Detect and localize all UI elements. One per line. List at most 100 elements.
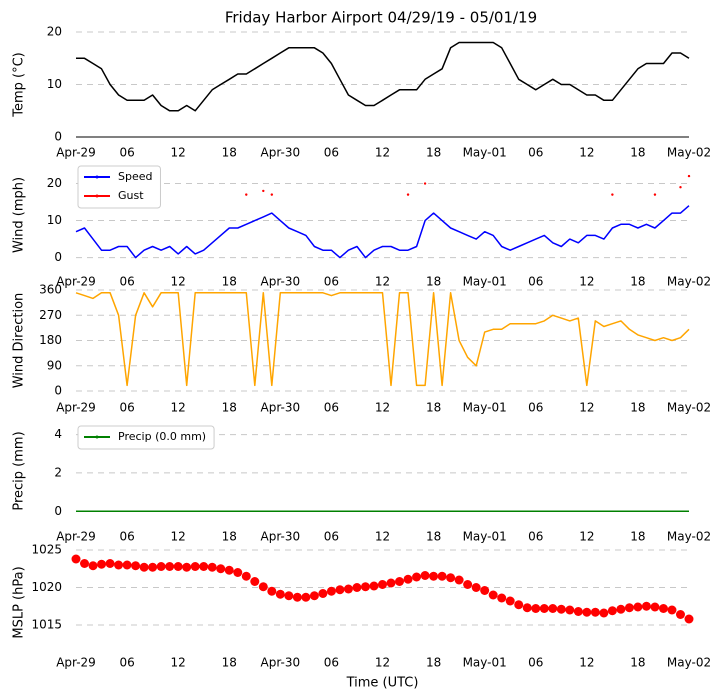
- data-point: [573, 607, 583, 616]
- data-point: [369, 581, 379, 591]
- data-line: [75, 205, 690, 259]
- data-point: [539, 604, 549, 613]
- y-tick-label: 360: [39, 283, 62, 297]
- y-axis-label: Temp (°C): [12, 52, 27, 118]
- x-tick-label: May-01: [463, 401, 507, 415]
- y-axis-label: Wind (mph): [12, 177, 27, 253]
- data-point: [607, 606, 617, 616]
- x-tick-label: 18: [426, 275, 441, 289]
- data-point: [270, 193, 274, 196]
- data-point: [250, 577, 260, 586]
- x-tick-label: 06: [324, 275, 339, 289]
- legend-marker: [95, 175, 99, 179]
- data-point: [309, 591, 319, 601]
- data-point: [258, 582, 268, 592]
- y-tick-label: 4: [54, 427, 62, 441]
- x-tick-label: 12: [375, 275, 390, 289]
- data-point: [687, 174, 691, 178]
- data-point: [233, 568, 243, 577]
- x-tick-label: May-01: [463, 530, 507, 544]
- y-tick-label: 0: [54, 384, 62, 398]
- data-point: [650, 602, 660, 612]
- data-point: [207, 562, 217, 572]
- data-point: [658, 604, 668, 613]
- x-tick-label: Apr-30: [261, 530, 301, 544]
- data-point: [386, 578, 396, 588]
- data-point: [548, 604, 558, 613]
- x-tick-label: 06: [119, 275, 134, 289]
- x-tick-label: 18: [630, 401, 645, 415]
- x-tick-label: 12: [171, 530, 186, 544]
- x-tick-label: 18: [222, 146, 237, 160]
- data-point: [71, 554, 81, 564]
- data-point: [114, 560, 124, 570]
- data-point: [318, 589, 328, 598]
- y-tick-label: 90: [47, 358, 62, 372]
- data-point: [420, 571, 430, 580]
- x-tick-label: 18: [426, 401, 441, 415]
- data-point: [284, 591, 294, 601]
- data-point: [437, 571, 447, 581]
- data-point: [641, 601, 651, 611]
- x-tick-label: May-02: [667, 530, 711, 544]
- x-tick-label: 18: [630, 656, 645, 670]
- data-point: [216, 564, 226, 574]
- x-tick-label: 06: [528, 656, 543, 670]
- data-point: [403, 574, 413, 584]
- data-point: [131, 561, 141, 571]
- data-point: [360, 582, 370, 592]
- data-point: [454, 575, 464, 585]
- data-point: [675, 610, 685, 619]
- data-point: [378, 580, 387, 589]
- data-point: [122, 560, 132, 570]
- x-tick-label: 06: [324, 401, 339, 415]
- x-tick-label: 12: [171, 146, 186, 160]
- data-point: [80, 559, 90, 568]
- x-tick-label: 12: [579, 530, 594, 544]
- data-point: [245, 193, 248, 196]
- legend: Speed Gust: [77, 165, 161, 209]
- data-point: [292, 592, 302, 602]
- x-tick-label: 06: [528, 275, 543, 289]
- x-tick-label: 06: [528, 530, 543, 544]
- x-tick-label: May-02: [667, 656, 711, 670]
- y-tick-label: 0: [54, 130, 62, 144]
- x-tick-label: 12: [579, 275, 594, 289]
- chart-title: Friday Harbor Airport 04/29/19 - 05/01/1…: [225, 9, 537, 27]
- x-tick-label: 18: [630, 275, 645, 289]
- data-point: [275, 589, 285, 599]
- data-point: [335, 585, 345, 595]
- data-point: [139, 562, 149, 572]
- x-tick-label: 18: [222, 401, 237, 415]
- y-tick-label: 10: [47, 213, 62, 227]
- x-tick-label: 06: [119, 401, 134, 415]
- data-point: [624, 603, 634, 613]
- data-point: [343, 584, 353, 594]
- legend-marker: [95, 194, 99, 198]
- data-point: [267, 586, 277, 596]
- data-point: [423, 182, 427, 185]
- data-point: [182, 562, 192, 572]
- x-tick-label: 18: [426, 656, 441, 670]
- data-point: [679, 186, 682, 189]
- data-point: [480, 586, 490, 595]
- x-axis-label: Time (UTC): [346, 676, 419, 691]
- data-point: [505, 596, 515, 606]
- x-tick-label: 06: [119, 530, 134, 544]
- data-point: [190, 562, 200, 571]
- x-tick-label: Apr-29: [56, 530, 96, 544]
- x-tick-label: 12: [171, 656, 186, 670]
- x-tick-label: 12: [375, 530, 390, 544]
- data-point: [616, 604, 626, 614]
- data-point: [412, 572, 422, 582]
- x-tick-label: 12: [171, 275, 186, 289]
- x-tick-label: May-02: [667, 146, 711, 160]
- y-tick-label: 0: [54, 504, 62, 518]
- x-tick-label: 06: [324, 530, 339, 544]
- x-tick-label: 06: [324, 146, 339, 160]
- x-tick-label: May-01: [463, 656, 507, 670]
- data-point: [326, 586, 336, 596]
- legend-marker: [95, 435, 99, 439]
- x-tick-label: May-02: [667, 401, 711, 415]
- x-tick-label: 18: [630, 146, 645, 160]
